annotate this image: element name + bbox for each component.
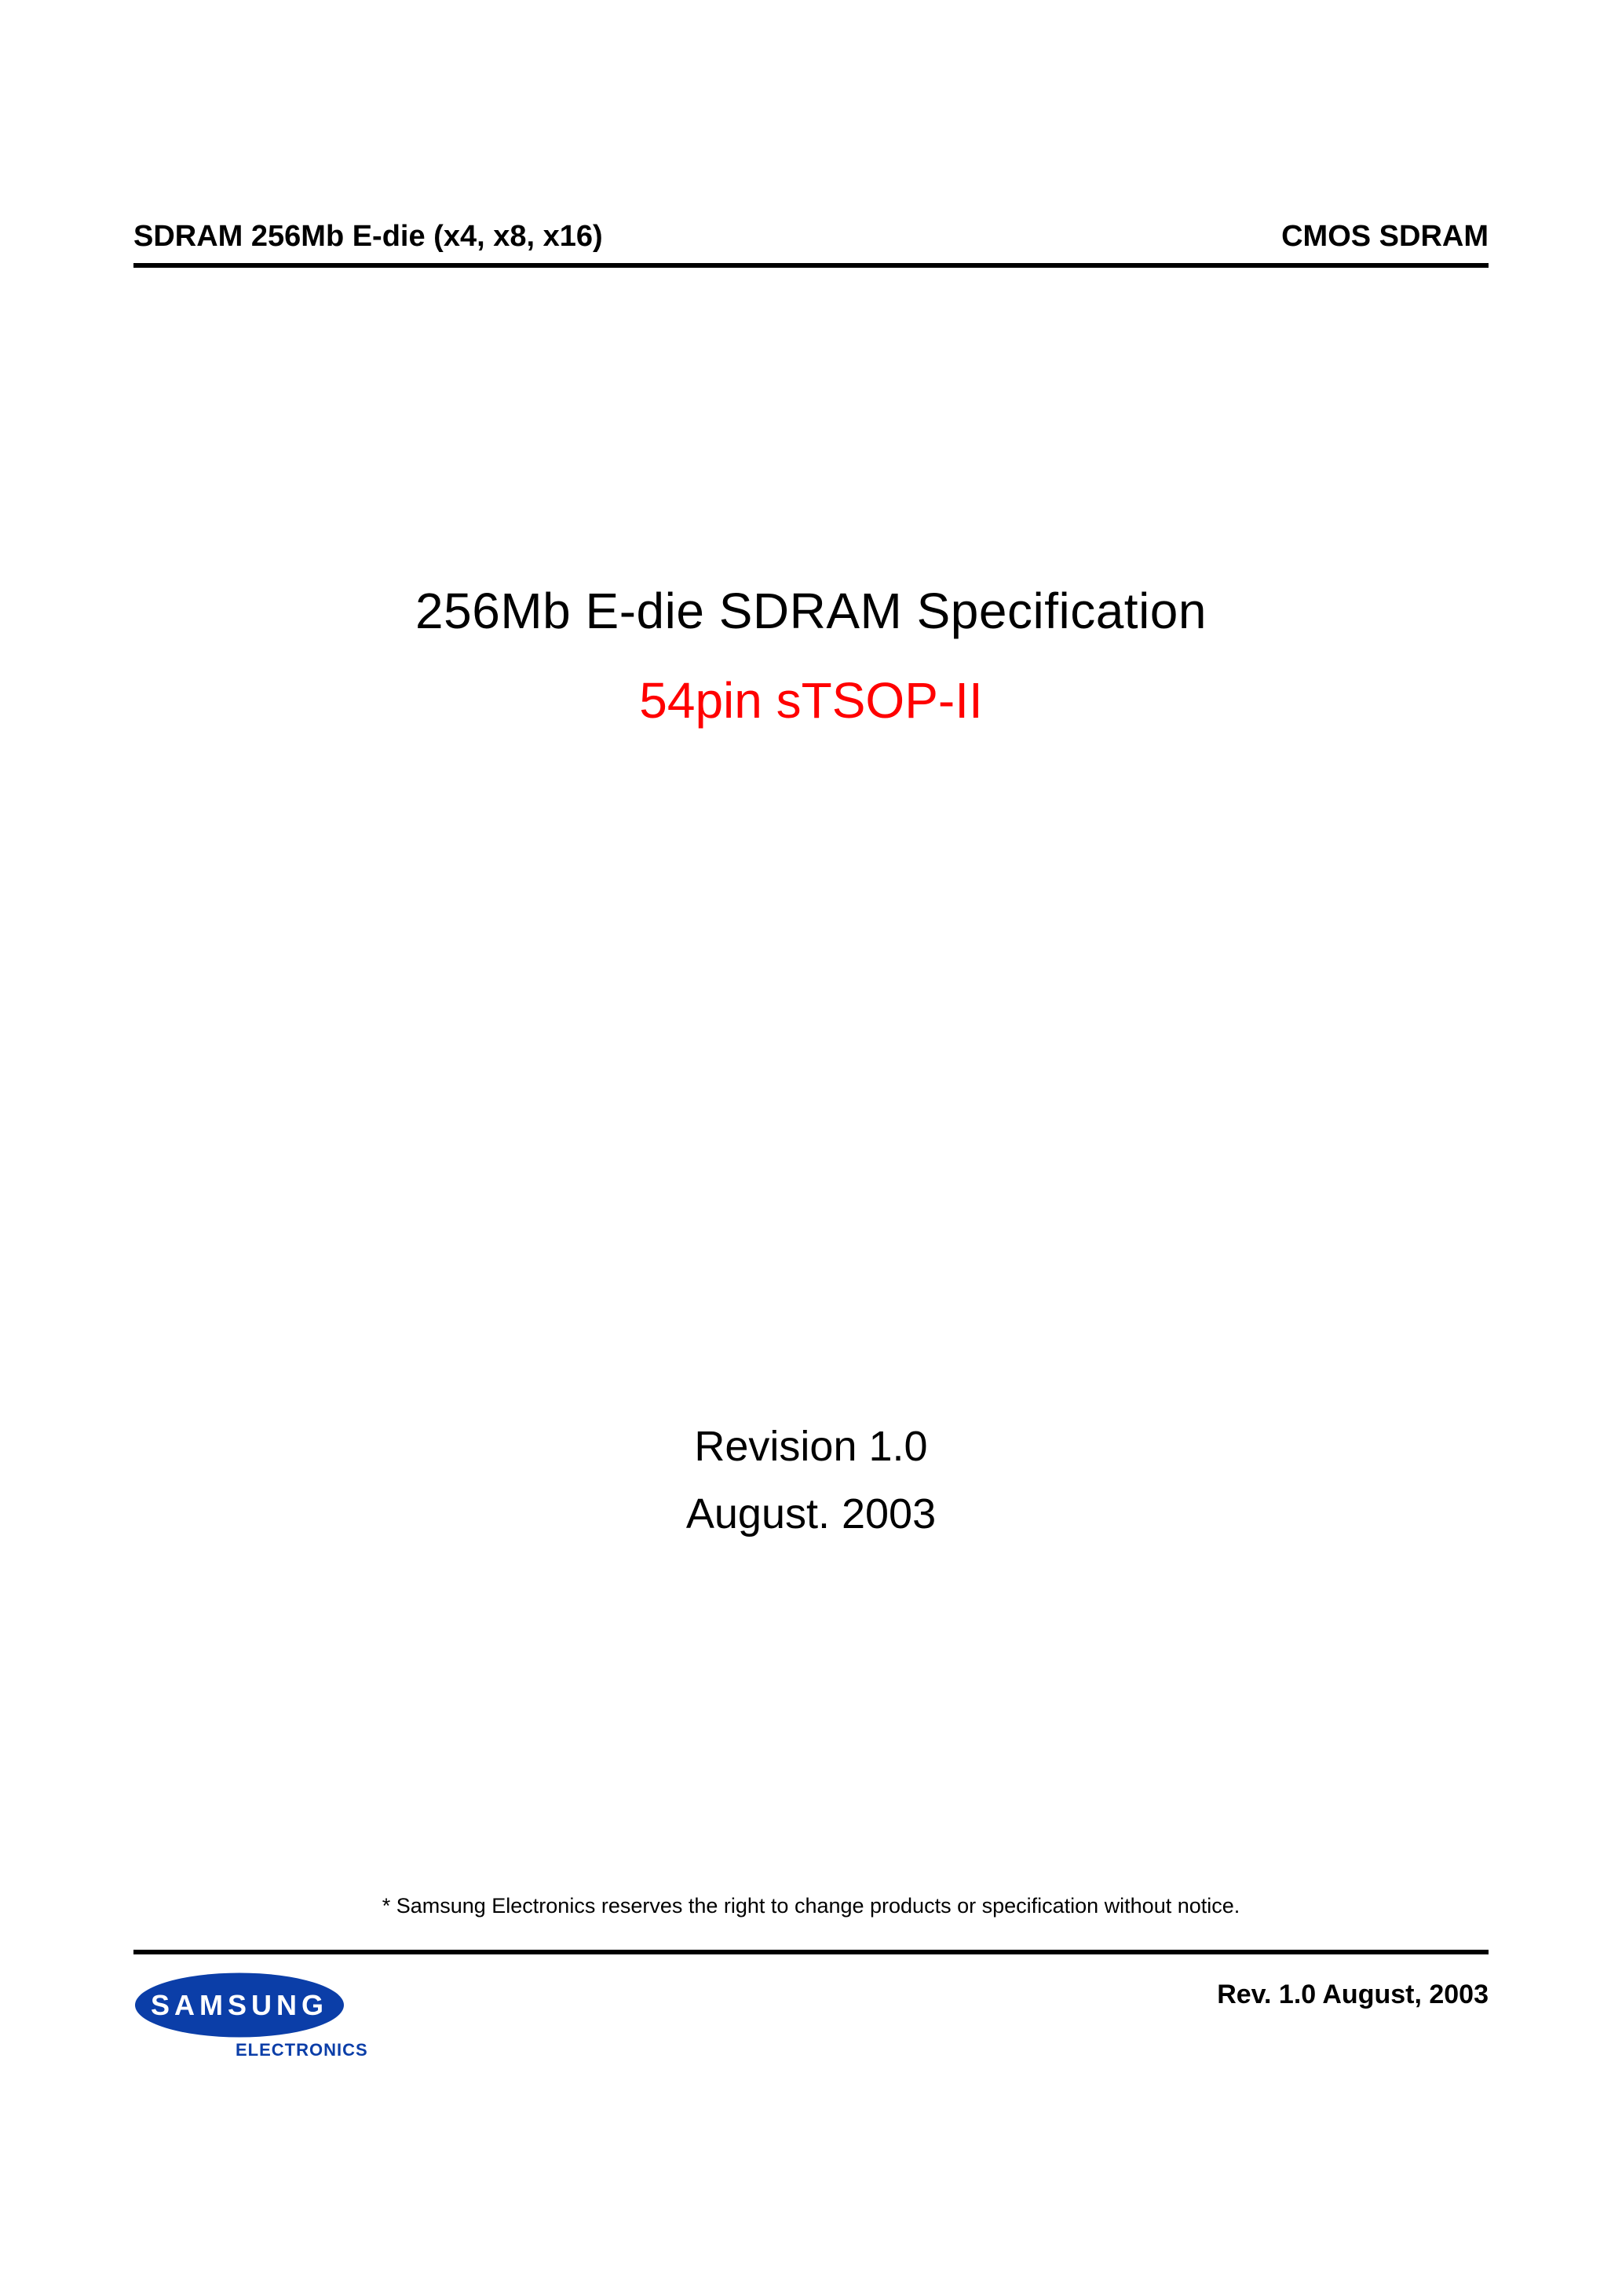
revision-number: Revision 1.0 (133, 1413, 1489, 1480)
footer-row: SAMSUNG ELECTRONICS Rev. 1.0 August, 200… (133, 1972, 1489, 2060)
logo-text: SAMSUNG (151, 1989, 328, 2021)
footer-revision-text: Rev. 1.0 August, 2003 (1217, 1980, 1489, 2010)
logo-subtext: ELECTRONICS (236, 2040, 368, 2060)
header-left-text: SDRAM 256Mb E-die (x4, x8, x16) (133, 220, 603, 254)
revision-date: August. 2003 (133, 1480, 1489, 1548)
header-row: SDRAM 256Mb E-die (x4, x8, x16) CMOS SDR… (133, 220, 1489, 268)
document-subtitle: 54pin sTSOP-II (133, 671, 1489, 729)
bottom-rule (133, 1950, 1489, 1954)
revision-block: Revision 1.0 August. 2003 (133, 1413, 1489, 1548)
disclaimer-text: * Samsung Electronics reserves the right… (133, 1894, 1489, 1918)
document-page: SDRAM 256Mb E-die (x4, x8, x16) CMOS SDR… (133, 0, 1489, 2296)
logo-block: SAMSUNG ELECTRONICS (133, 1972, 368, 2060)
samsung-logo-icon: SAMSUNG (133, 1972, 345, 2038)
header-right-text: CMOS SDRAM (1281, 220, 1489, 254)
document-title: 256Mb E-die SDRAM Specification (133, 582, 1489, 640)
title-block: 256Mb E-die SDRAM Specification 54pin sT… (133, 582, 1489, 729)
